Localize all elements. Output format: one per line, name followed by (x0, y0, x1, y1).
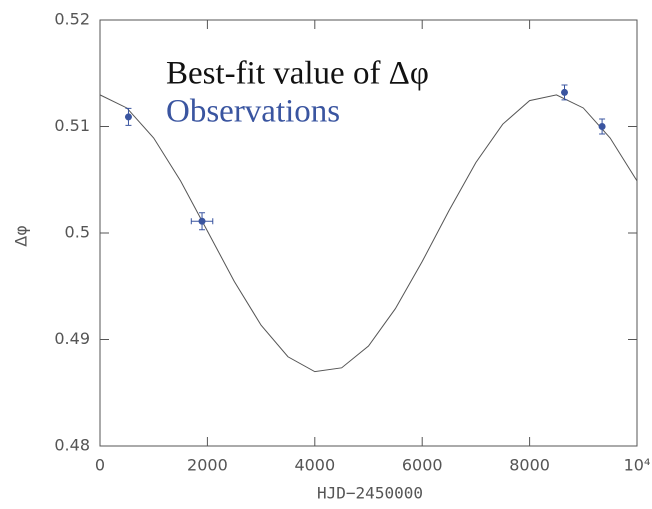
x-tick-label: 6000 (402, 456, 443, 475)
y-axis-label: Δφ (12, 225, 31, 247)
y-tick-label: 0.49 (54, 329, 90, 348)
legend-entry: Observations (166, 94, 340, 130)
data-point (561, 88, 569, 96)
x-tick-label: 4000 (294, 456, 335, 475)
data-point (124, 113, 132, 121)
y-tick-label: 0.5 (65, 223, 90, 242)
fit-curve (99, 94, 638, 373)
data-point (198, 217, 206, 225)
x-tick-label: 8000 (509, 456, 550, 475)
x-tick-label: 2000 (187, 456, 228, 475)
y-tick-label: 0.52 (54, 10, 90, 29)
y-tick-label: 0.48 (54, 436, 90, 455)
y-tick-label: 0.51 (54, 116, 90, 135)
x-tick-label: 0 (95, 456, 105, 475)
x-axis-label: HJD−2450000 (317, 484, 423, 503)
data-point (598, 123, 606, 130)
legend-entry: Best-fit value of Δφ (166, 56, 429, 92)
x-tick-label: 10⁴ (624, 456, 651, 475)
